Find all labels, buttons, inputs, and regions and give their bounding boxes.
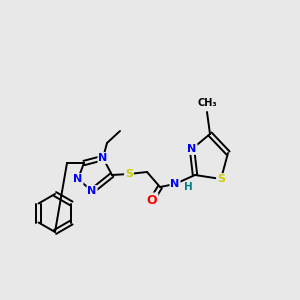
Text: S: S [217,174,225,184]
Text: N: N [74,174,82,184]
Text: H: H [184,182,193,192]
Text: O: O [147,194,157,206]
Text: CH₃: CH₃ [197,98,217,108]
Text: N: N [170,179,180,189]
Text: N: N [87,186,97,196]
Text: N: N [188,144,196,154]
Text: N: N [98,153,108,163]
Text: S: S [125,169,133,179]
